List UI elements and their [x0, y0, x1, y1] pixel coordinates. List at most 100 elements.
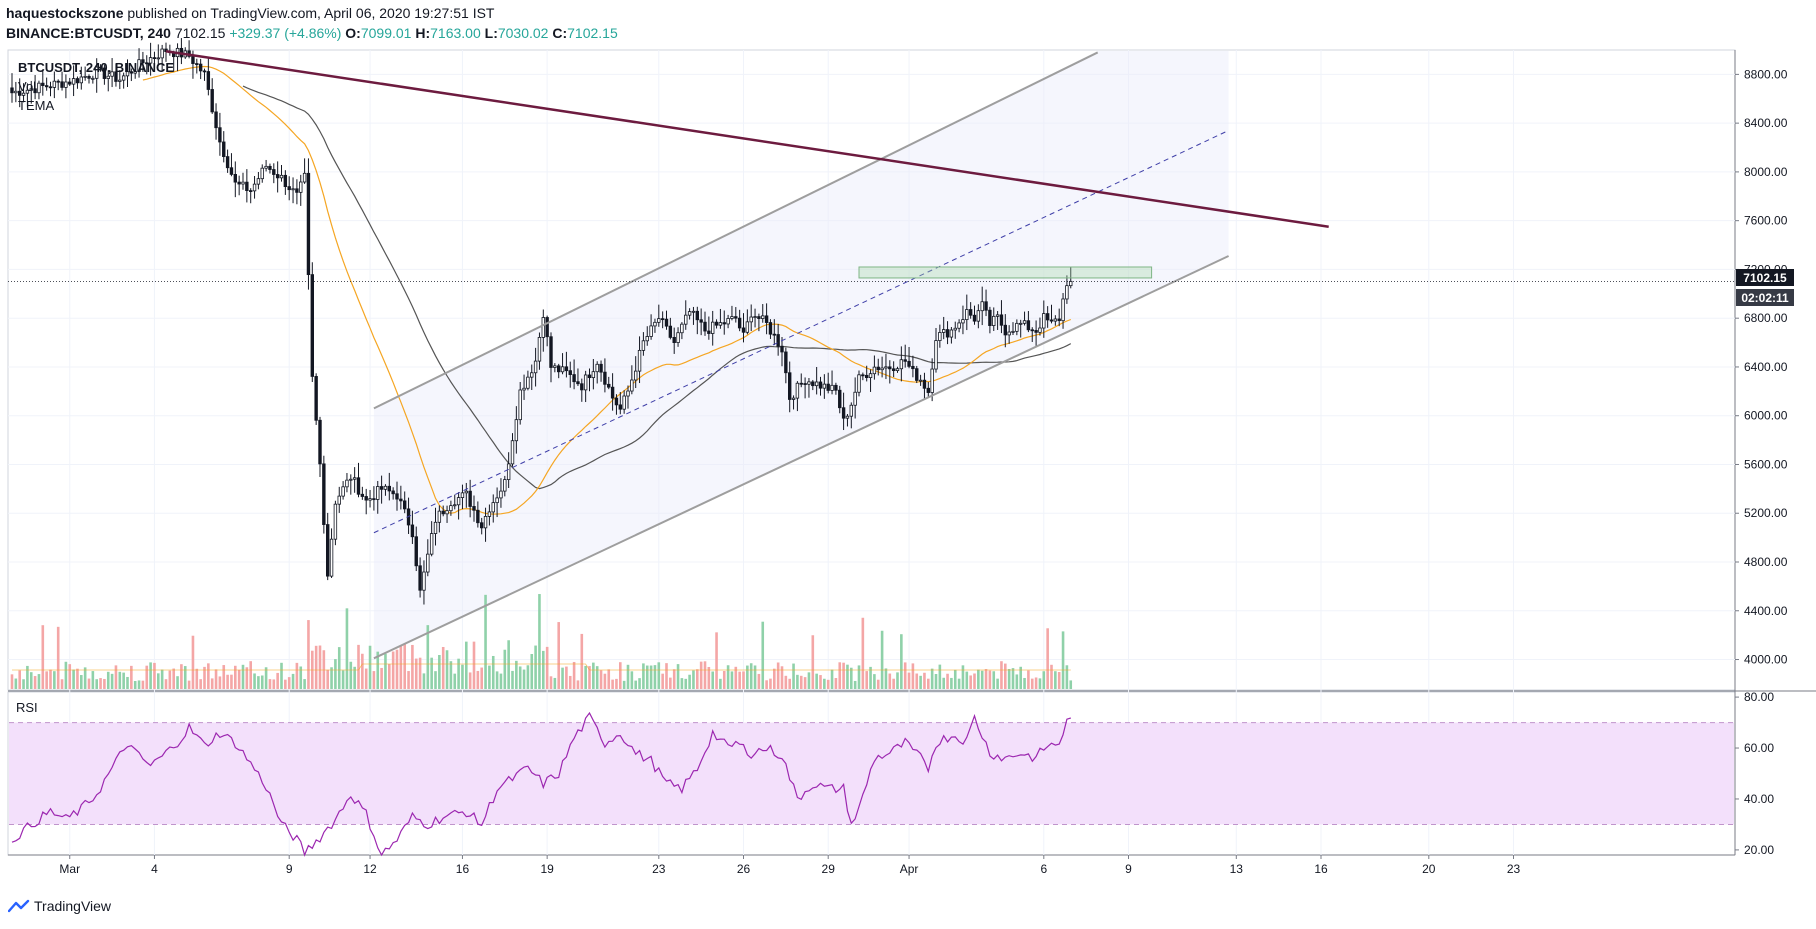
- y-tick-label: 6400.00: [1744, 360, 1788, 374]
- candle-body: [191, 56, 195, 64]
- volume-bar: [796, 674, 799, 689]
- candle-body: [148, 57, 153, 64]
- volume-bar: [919, 675, 922, 689]
- author-name[interactable]: haquestockszone: [6, 5, 124, 21]
- candle-body: [495, 497, 499, 504]
- candle-body: [876, 366, 880, 371]
- x-tick-label: 20: [1422, 862, 1436, 876]
- volume-bar: [553, 677, 557, 689]
- candle-body: [37, 82, 41, 94]
- volume-bar: [349, 661, 353, 689]
- candle-body: [553, 365, 557, 368]
- volume-bar: [345, 608, 349, 689]
- volume-bar: [334, 659, 337, 689]
- candle-body: [749, 316, 753, 323]
- rsi-tick-label: 60.00: [1744, 741, 1774, 755]
- close-value: 7102.15: [567, 25, 618, 41]
- volume-bar: [60, 679, 64, 689]
- candle-body: [741, 327, 746, 333]
- volume-bar: [515, 660, 518, 689]
- volume-bar: [187, 680, 191, 689]
- volume-bar: [595, 666, 599, 689]
- candle-body: [506, 463, 511, 480]
- candle-body: [222, 141, 226, 157]
- volume-bar: [923, 672, 926, 689]
- candle-body: [841, 407, 846, 419]
- candle-body: [268, 165, 272, 170]
- x-tick-label: 12: [363, 862, 377, 876]
- volume-bar: [249, 661, 252, 689]
- volume-bar: [507, 640, 510, 689]
- volume-bar: [337, 647, 341, 689]
- candle-body: [256, 178, 261, 185]
- volume-bar: [299, 666, 303, 689]
- volume-bar: [253, 673, 256, 689]
- ohlc-bar: BINANCE:BTCUSDT, 240 7102.15 +329.37 (+4…: [6, 24, 618, 42]
- volume-bar: [973, 673, 976, 689]
- candle-body: [418, 565, 422, 591]
- volume-bar: [326, 669, 329, 689]
- volume-bar: [653, 665, 657, 689]
- volume-bar: [472, 641, 476, 689]
- volume-bar: [669, 677, 672, 689]
- candle-series: [10, 38, 1073, 605]
- candle-body: [626, 390, 630, 397]
- candle-body: [1019, 322, 1023, 325]
- volume-bar: [237, 669, 241, 689]
- candle-body: [1042, 313, 1046, 329]
- candle-body: [926, 387, 930, 393]
- volume-bar: [684, 678, 688, 689]
- volume-bar: [203, 666, 206, 689]
- candle-body: [722, 322, 726, 325]
- volume-bar: [853, 680, 857, 689]
- volume-bar: [106, 671, 110, 689]
- candle-body: [861, 374, 865, 377]
- x-tick-label: 23: [1507, 862, 1521, 876]
- candle-body: [676, 332, 680, 343]
- volume-bar: [946, 673, 949, 689]
- volume-bar: [284, 679, 287, 689]
- candle-body: [145, 62, 149, 65]
- candle-body: [838, 389, 842, 409]
- volume-bar: [746, 665, 749, 689]
- footer-brand[interactable]: TradingView: [34, 898, 112, 914]
- volume-bar: [499, 673, 503, 689]
- volume-bar: [72, 669, 75, 689]
- candle-body: [64, 81, 68, 88]
- y-tick-label: 8400.00: [1744, 116, 1788, 130]
- volume-bar: [823, 678, 826, 689]
- trend-drawings[interactable]: [8, 49, 1735, 660]
- volume-bar: [711, 671, 714, 689]
- high-value: 7163.00: [430, 25, 481, 41]
- candle-body: [29, 88, 33, 91]
- candle-body: [510, 440, 515, 465]
- volume-bar: [530, 654, 534, 689]
- volume-bar: [965, 671, 969, 689]
- volume-bar: [91, 671, 95, 689]
- volume-bar: [403, 644, 406, 689]
- volume-bar: [719, 678, 722, 689]
- candle-body: [17, 90, 22, 96]
- candle-body: [87, 75, 91, 79]
- volume-bar: [418, 657, 422, 689]
- volume-bar: [357, 644, 360, 689]
- candle-body: [730, 316, 734, 319]
- volume-bar: [1046, 628, 1049, 689]
- candle-body: [445, 510, 449, 515]
- candle-body: [1034, 330, 1038, 333]
- volume-bar: [788, 678, 791, 689]
- volume-bar: [422, 673, 426, 689]
- candle-body: [75, 78, 80, 84]
- volume-bar: [276, 672, 279, 689]
- volume-bar: [769, 678, 772, 689]
- volume-bar: [761, 621, 765, 689]
- volume-bar: [234, 665, 237, 689]
- volume-bar: [438, 654, 441, 689]
- candle-body: [410, 524, 415, 538]
- volume-ma-line: [12, 663, 1071, 671]
- candle-body: [537, 337, 542, 362]
- candle-body: [453, 504, 457, 507]
- volume-bar: [984, 669, 988, 689]
- x-tick-label: 9: [1125, 862, 1132, 876]
